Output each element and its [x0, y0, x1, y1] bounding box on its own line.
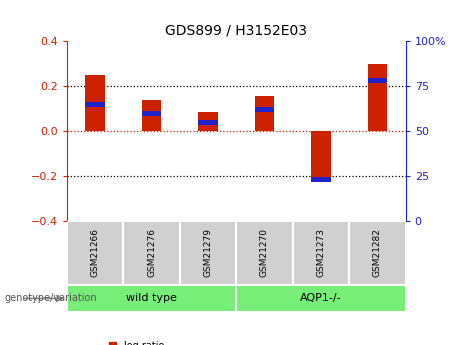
Text: GSM21279: GSM21279 — [203, 228, 213, 277]
Bar — [180, 221, 236, 285]
Bar — [142, 111, 161, 116]
Bar — [311, 177, 331, 182]
Bar — [67, 285, 236, 312]
Text: GSM21282: GSM21282 — [373, 228, 382, 277]
Title: GDS899 / H3152E03: GDS899 / H3152E03 — [165, 23, 307, 38]
Bar — [236, 221, 293, 285]
Text: genotype/variation: genotype/variation — [5, 294, 97, 303]
Bar — [67, 221, 123, 285]
Bar — [85, 75, 105, 131]
Bar — [254, 107, 274, 112]
Text: GSM21270: GSM21270 — [260, 228, 269, 277]
Bar — [236, 285, 406, 312]
Bar — [311, 131, 331, 179]
Legend: log ratio, percentile rank within the sample: log ratio, percentile rank within the sa… — [109, 341, 289, 345]
Text: GSM21273: GSM21273 — [316, 228, 325, 277]
Text: GSM21266: GSM21266 — [90, 228, 100, 277]
Bar — [367, 78, 387, 83]
Bar — [142, 100, 161, 131]
Bar — [349, 221, 406, 285]
Text: wild type: wild type — [126, 294, 177, 303]
Bar — [254, 96, 274, 131]
Bar — [293, 221, 349, 285]
Bar — [198, 112, 218, 131]
Text: AQP1-/-: AQP1-/- — [300, 294, 342, 303]
Text: GSM21276: GSM21276 — [147, 228, 156, 277]
Bar — [85, 102, 105, 107]
Bar — [198, 120, 218, 125]
Bar — [367, 64, 387, 131]
Bar — [123, 221, 180, 285]
